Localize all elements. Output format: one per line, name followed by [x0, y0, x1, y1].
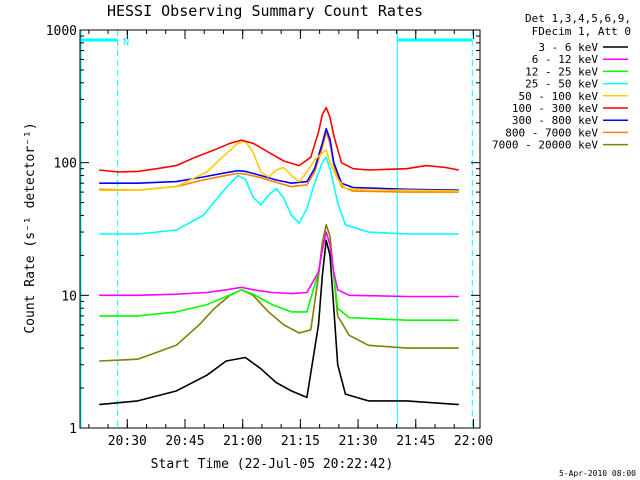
legend-entry: 7000 - 20000 keV [492, 139, 628, 152]
y-tick-label: 100 [54, 157, 77, 172]
y-tick-label: 1000 [46, 24, 77, 39]
instrument-state-overlay: N [80, 30, 473, 428]
x-tick-label: 22:00 [454, 434, 493, 449]
x-tick-label: 21:30 [339, 434, 378, 449]
legend-entry: 3 - 6 keV [538, 41, 628, 54]
legend-label: 50 - 100 keV [519, 90, 599, 103]
x-axis-label: Start Time (22-Jul-05 20:22:42) [151, 457, 394, 472]
x-tick-label: 21:45 [396, 434, 435, 449]
footer-date: 5-Apr-2010 08:00 [559, 469, 636, 478]
y-axis-label: Count Rate (s⁻¹ detector⁻¹) [23, 122, 38, 333]
legend-entry: 6 - 12 keV [532, 53, 628, 66]
series-line-12-25keV [99, 231, 459, 321]
legend-entry: 12 - 25 keV [525, 65, 628, 78]
x-tick-label: 20:30 [108, 434, 147, 449]
legend-label: 6 - 12 keV [532, 53, 599, 66]
y-tick-label: 1 [69, 422, 77, 437]
legend-entry: 100 - 300 keV [512, 102, 628, 115]
legend-label: 7000 - 20000 keV [492, 139, 598, 152]
series-line-50-100keV [99, 140, 459, 192]
x-tick-label: 21:00 [223, 434, 262, 449]
series-line-100-300keV [99, 106, 459, 173]
legend-header-line-2: FDecim 1, Att 0 [532, 25, 631, 38]
legend-entry: 50 - 100 keV [519, 90, 628, 103]
legend-entry: 25 - 50 keV [525, 78, 628, 91]
series-line-7000-20000keV [99, 224, 459, 362]
saa-flag-label: N [123, 37, 129, 48]
chart-title: HESSI Observing Summary Count Rates [107, 2, 423, 20]
x-tick-label: 20:45 [165, 434, 204, 449]
legend-label: 3 - 6 keV [538, 41, 598, 54]
legend: Det 1,3,4,5,6,9, FDecim 1, Att 0 3 - 6 k… [492, 12, 631, 152]
legend-entry: 300 - 800 keV [512, 114, 628, 127]
legend-label: 25 - 50 keV [525, 78, 598, 91]
legend-label: 800 - 7000 keV [505, 126, 598, 139]
legend-header-line-1: Det 1,3,4,5,6,9, [525, 12, 631, 25]
legend-label: 100 - 300 keV [512, 102, 598, 115]
plot-frame [79, 29, 481, 429]
series-line-300-800keV [99, 128, 459, 191]
series-line-25-50keV [99, 156, 459, 235]
y-tick-label: 10 [61, 289, 77, 304]
series-line-6-12keV [99, 231, 459, 298]
axes: 1 10 100 1000 20:30 20:45 21:00 21:15 21:30 21:45… [46, 24, 493, 449]
legend-label: 300 - 800 keV [512, 114, 598, 127]
legend-entry: 800 - 7000 keV [505, 126, 628, 139]
series-layer [99, 106, 459, 406]
legend-label: 12 - 25 keV [525, 65, 598, 78]
series-line-3-6keV [99, 239, 459, 406]
x-tick-label: 21:15 [281, 434, 320, 449]
